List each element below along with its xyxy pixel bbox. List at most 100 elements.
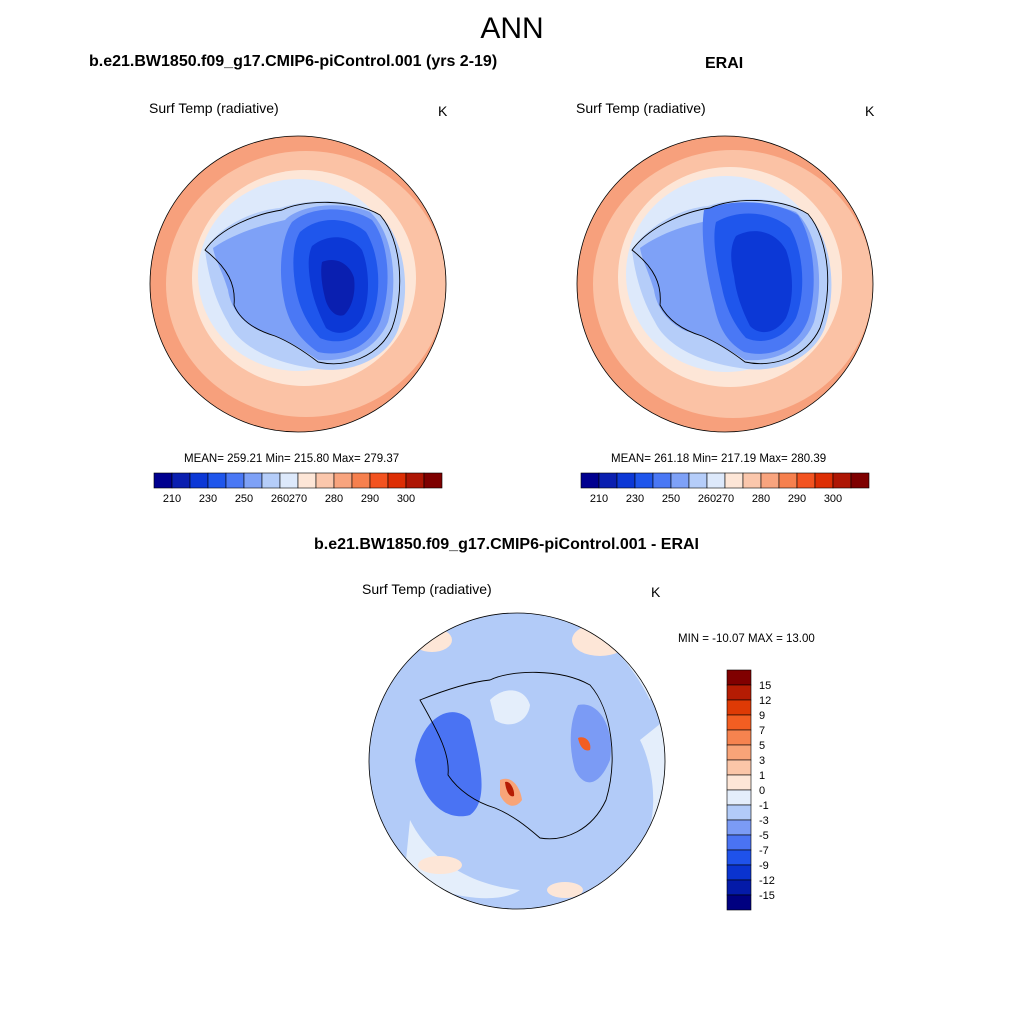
diff-warm-sw: [418, 856, 462, 874]
obs-colorbar-box: [796, 472, 816, 489]
obs-colorbar-tick-label: 260: [698, 493, 716, 505]
diff-cool-east: [570, 704, 611, 783]
obs-colorbar-box: [706, 472, 726, 489]
model-colorbar-box: [225, 472, 245, 489]
obs-colorbar-box: [634, 472, 654, 489]
obs-polar-map: [577, 136, 873, 432]
model-colorbar-box: [297, 472, 317, 489]
diff-variable-label: Surf Temp (radiative): [362, 581, 492, 597]
diff-colorbar-tick-label: 0: [759, 785, 765, 797]
diff-colorbar-box: [726, 744, 752, 761]
diff-colorbar-box: [726, 804, 752, 821]
obs-colorbar-box: [850, 472, 870, 489]
model-colorbar-box: [369, 472, 389, 489]
diff-colorbar-box: [726, 879, 752, 896]
obs-colorbar-box: [580, 472, 600, 489]
diff-colorbar-box: [726, 759, 752, 776]
model-colorbar-tick-label: 280: [325, 493, 343, 505]
obs-colorbar-tick-label: 270: [716, 493, 734, 505]
coastline: [204, 201, 401, 365]
diff-colorbar-tick-label: -1: [759, 800, 769, 812]
model-colorbar-box: [405, 472, 425, 489]
model-panel-title: b.e21.BW1850.f09_g17.CMIP6-piControl.001…: [89, 53, 498, 70]
diff-colorbar-tick-label: 3: [759, 755, 765, 767]
model-colorbar-box: [333, 472, 353, 489]
diff-colorbar-box: [726, 774, 752, 791]
obs-colorbar-tick-label: 300: [824, 493, 842, 505]
model-colorbar-tick-label: 300: [397, 493, 415, 505]
model-colorbar-box: [279, 472, 299, 489]
diff-colorbar-tick-label: -5: [759, 830, 769, 842]
model-colorbar-box: [351, 472, 371, 489]
coastline: [419, 671, 613, 840]
diff-colorbar-box: [726, 699, 752, 716]
model-colorbar-tick-label: 270: [289, 493, 307, 505]
model-colorbar-box: [243, 472, 263, 489]
diff-hot-spot: [505, 781, 515, 797]
diff-colorbar-tick-label: 12: [759, 695, 771, 707]
diff-colorbar-box: [726, 714, 752, 731]
diff-colorbar-tick-label: -15: [759, 890, 775, 902]
model-colorbar-tick-label: 260: [271, 493, 289, 505]
diff-warm-ne: [572, 624, 628, 656]
model-stats: MEAN= 259.21 Min= 215.80 Max= 279.37: [184, 453, 400, 465]
diff-neutral-interior: [490, 690, 530, 725]
diff-colorbar-box: [726, 864, 752, 881]
diff-colorbar: 15 12 9 7 5 3 1 0 -1 -3 -5 -7 -9 -12 -15: [726, 669, 775, 911]
diff-colorbar-tick-label: 9: [759, 710, 765, 722]
obs-colorbar-box: [616, 472, 636, 489]
obs-colorbar-tick-label: 230: [626, 493, 644, 505]
obs-colorbar: 210 230 250 260 270 280 290 300: [580, 472, 870, 505]
diff-warm-s: [547, 882, 583, 898]
coastline: [631, 199, 829, 365]
model-colorbar-tick-label: 290: [361, 493, 379, 505]
model-colorbar-tick-label: 230: [199, 493, 217, 505]
model-colorbar-box: [207, 472, 227, 489]
obs-units-label: K: [865, 103, 875, 119]
model-colorbar-box: [315, 472, 335, 489]
model-units-label: K: [438, 103, 448, 119]
obs-map-border: [576, 135, 874, 433]
diff-colorbar-box: [726, 789, 752, 806]
diff-units-label: K: [651, 584, 661, 600]
diff-colorbar-box: [726, 669, 752, 686]
diff-panel-title: b.e21.BW1850.f09_g17.CMIP6-piControl.001…: [314, 536, 699, 553]
diff-colorbar-tick-label: 7: [759, 725, 765, 737]
obs-colorbar-box: [778, 472, 798, 489]
obs-colorbar-box: [760, 472, 780, 489]
obs-colorbar-tick-label: 250: [662, 493, 680, 505]
model-colorbar-tick-label: 210: [163, 493, 181, 505]
model-colorbar: 210 230 250 260 270 280 290 300: [153, 472, 443, 505]
model-colorbar-box: [171, 472, 191, 489]
diff-map-border: [368, 612, 666, 910]
diff-colorbar-box: [726, 849, 752, 866]
obs-colorbar-box: [832, 472, 852, 489]
diff-colorbar-tick-label: -7: [759, 845, 769, 857]
obs-colorbar-tick-label: 210: [590, 493, 608, 505]
obs-colorbar-box: [724, 472, 744, 489]
diff-colorbar-tick-label: -9: [759, 860, 769, 872]
ice-sheet-core: [321, 259, 355, 316]
diff-colorbar-box: [726, 684, 752, 701]
diff-colorbar-tick-label: 15: [759, 680, 771, 692]
diff-near-zero-s: [405, 820, 520, 899]
diff-colorbar-tick-label: -12: [759, 875, 775, 887]
obs-colorbar-box: [598, 472, 618, 489]
obs-colorbar-tick-label: 280: [752, 493, 770, 505]
obs-colorbar-box: [688, 472, 708, 489]
model-polar-map: [150, 136, 446, 432]
obs-panel-title: ERAI: [705, 55, 744, 72]
obs-colorbar-box: [742, 472, 762, 489]
diff-colorbar-box: [726, 819, 752, 836]
model-colorbar-tick-label: 250: [235, 493, 253, 505]
model-colorbar-box: [153, 472, 173, 489]
model-variable-label: Surf Temp (radiative): [149, 100, 279, 116]
figure-title: ANN: [480, 12, 544, 45]
diff-background: [369, 613, 665, 909]
model-colorbar-box: [189, 472, 209, 489]
diff-colorbar-tick-label: -3: [759, 815, 769, 827]
diff-colorbar-tick-label: 1: [759, 770, 765, 782]
obs-colorbar-tick-label: 290: [788, 493, 806, 505]
obs-colorbar-box: [670, 472, 690, 489]
